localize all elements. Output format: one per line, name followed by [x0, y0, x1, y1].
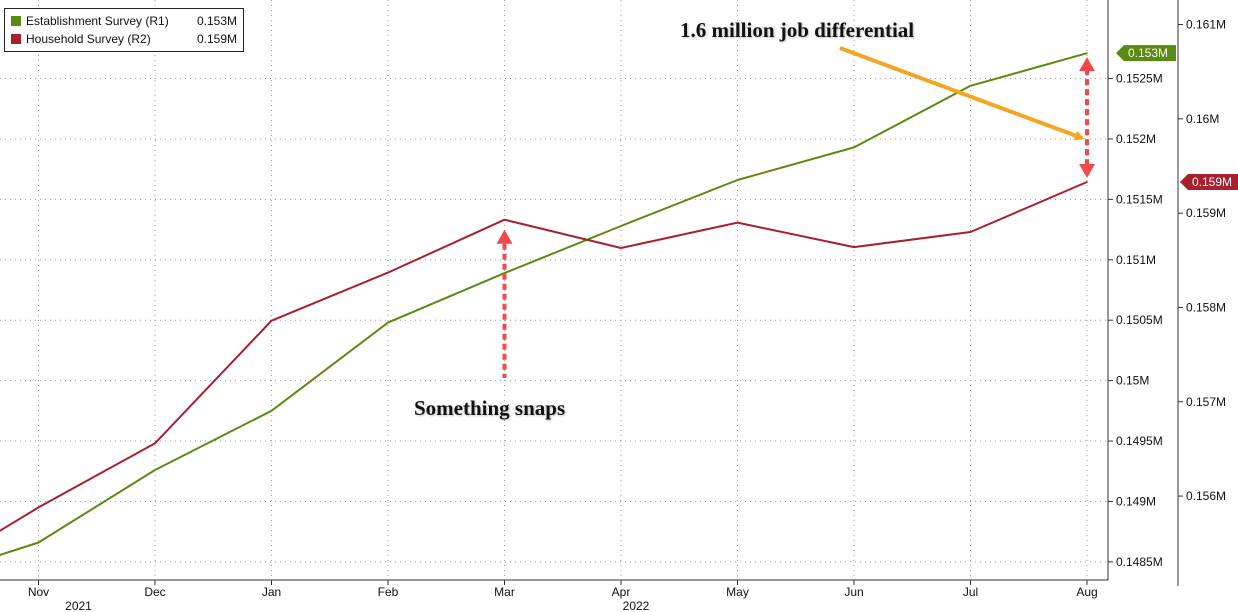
data-point-establishment	[154, 469, 156, 471]
annotation-differential: 1.6 million job differential	[680, 18, 915, 42]
data-point-household	[1086, 181, 1088, 183]
data-point-household	[270, 319, 273, 322]
r2-last-value-bg	[1180, 174, 1238, 191]
x-tick-label: May	[726, 585, 749, 599]
x-tick-label: Jun	[844, 585, 863, 599]
r1-tick-label: 0.1525M	[1116, 72, 1163, 86]
r1-tick-label: 0.152M	[1116, 132, 1156, 146]
legend-swatch-establishment	[11, 16, 21, 26]
data-point-household	[736, 221, 739, 224]
r2-tick-label: 0.157M	[1186, 395, 1226, 409]
snaps-arrow-head	[496, 229, 513, 244]
r1-tick-label: 0.151M	[1116, 253, 1156, 267]
data-point-establishment	[1086, 52, 1088, 54]
data-point-establishment	[620, 225, 622, 227]
data-point-establishment	[37, 541, 40, 544]
x-tick-label: Nov	[28, 585, 49, 599]
r1-tick-label: 0.1485M	[1116, 555, 1163, 569]
data-point-household	[620, 247, 622, 249]
data-point-household	[503, 218, 506, 221]
x-tick-label: Mar	[494, 585, 515, 599]
r1-tick-label: 0.1495M	[1116, 434, 1163, 448]
series-line-establishment	[0, 52, 1088, 556]
differential-arrow-head-down	[1079, 164, 1095, 179]
legend-value-establishment: 0.153M	[196, 14, 237, 28]
differential-pointer-arrow	[839, 46, 1085, 141]
r1-tick-label: 0.1515M	[1116, 192, 1163, 206]
data-point-establishment	[270, 410, 273, 412]
x-tick-label: Feb	[378, 585, 399, 599]
legend-label-household: Household Survey (R2)	[26, 32, 151, 46]
data-point-establishment	[853, 146, 855, 149]
data-point-establishment	[736, 179, 739, 181]
r2-tick-label: 0.16M	[1186, 112, 1219, 126]
x-year-label: 2022	[623, 599, 650, 612]
legend-item-household: Household Survey (R2) 0.159M	[11, 30, 237, 48]
legend-label-establishment: Establishment Survey (R1)	[26, 14, 169, 28]
differential-arrow-head-up	[1079, 57, 1095, 72]
r2-tick-label: 0.158M	[1186, 300, 1226, 314]
legend: Establishment Survey (R1) 0.153M Househo…	[4, 8, 244, 52]
x-year-label: 2021	[65, 599, 92, 612]
r2-tick-label: 0.156M	[1186, 489, 1226, 503]
r1-last-value-label: 0.153M	[1128, 46, 1168, 60]
annotation-something-snaps: Something snaps	[414, 396, 566, 420]
data-point-household	[853, 246, 855, 248]
legend-swatch-household	[11, 34, 21, 44]
data-point-household	[969, 231, 972, 233]
r2-tick-label: 0.159M	[1186, 206, 1226, 220]
r1-last-value-bg	[1116, 45, 1176, 62]
x-tick-label: Apr	[612, 585, 631, 599]
data-point-household	[154, 442, 156, 445]
legend-value-household: 0.159M	[196, 32, 237, 46]
data-point-establishment	[387, 321, 389, 324]
r1-tick-label: 0.149M	[1116, 494, 1156, 508]
x-tick-label: Dec	[144, 585, 165, 599]
data-point-household	[387, 271, 389, 274]
data-point-establishment	[503, 272, 506, 274]
r1-tick-label: 0.15M	[1116, 374, 1149, 388]
x-tick-label: Jan	[262, 585, 281, 599]
r2-tick-label: 0.161M	[1186, 18, 1226, 32]
series-line-household	[0, 181, 1088, 532]
x-tick-label: Aug	[1076, 585, 1097, 599]
legend-item-establishment: Establishment Survey (R1) 0.153M	[11, 12, 237, 30]
r2-last-value-label: 0.159M	[1192, 175, 1232, 189]
r1-tick-label: 0.1505M	[1116, 313, 1163, 327]
data-point-establishment	[969, 84, 972, 87]
x-tick-label: Jul	[963, 585, 978, 599]
data-point-household	[37, 506, 40, 509]
